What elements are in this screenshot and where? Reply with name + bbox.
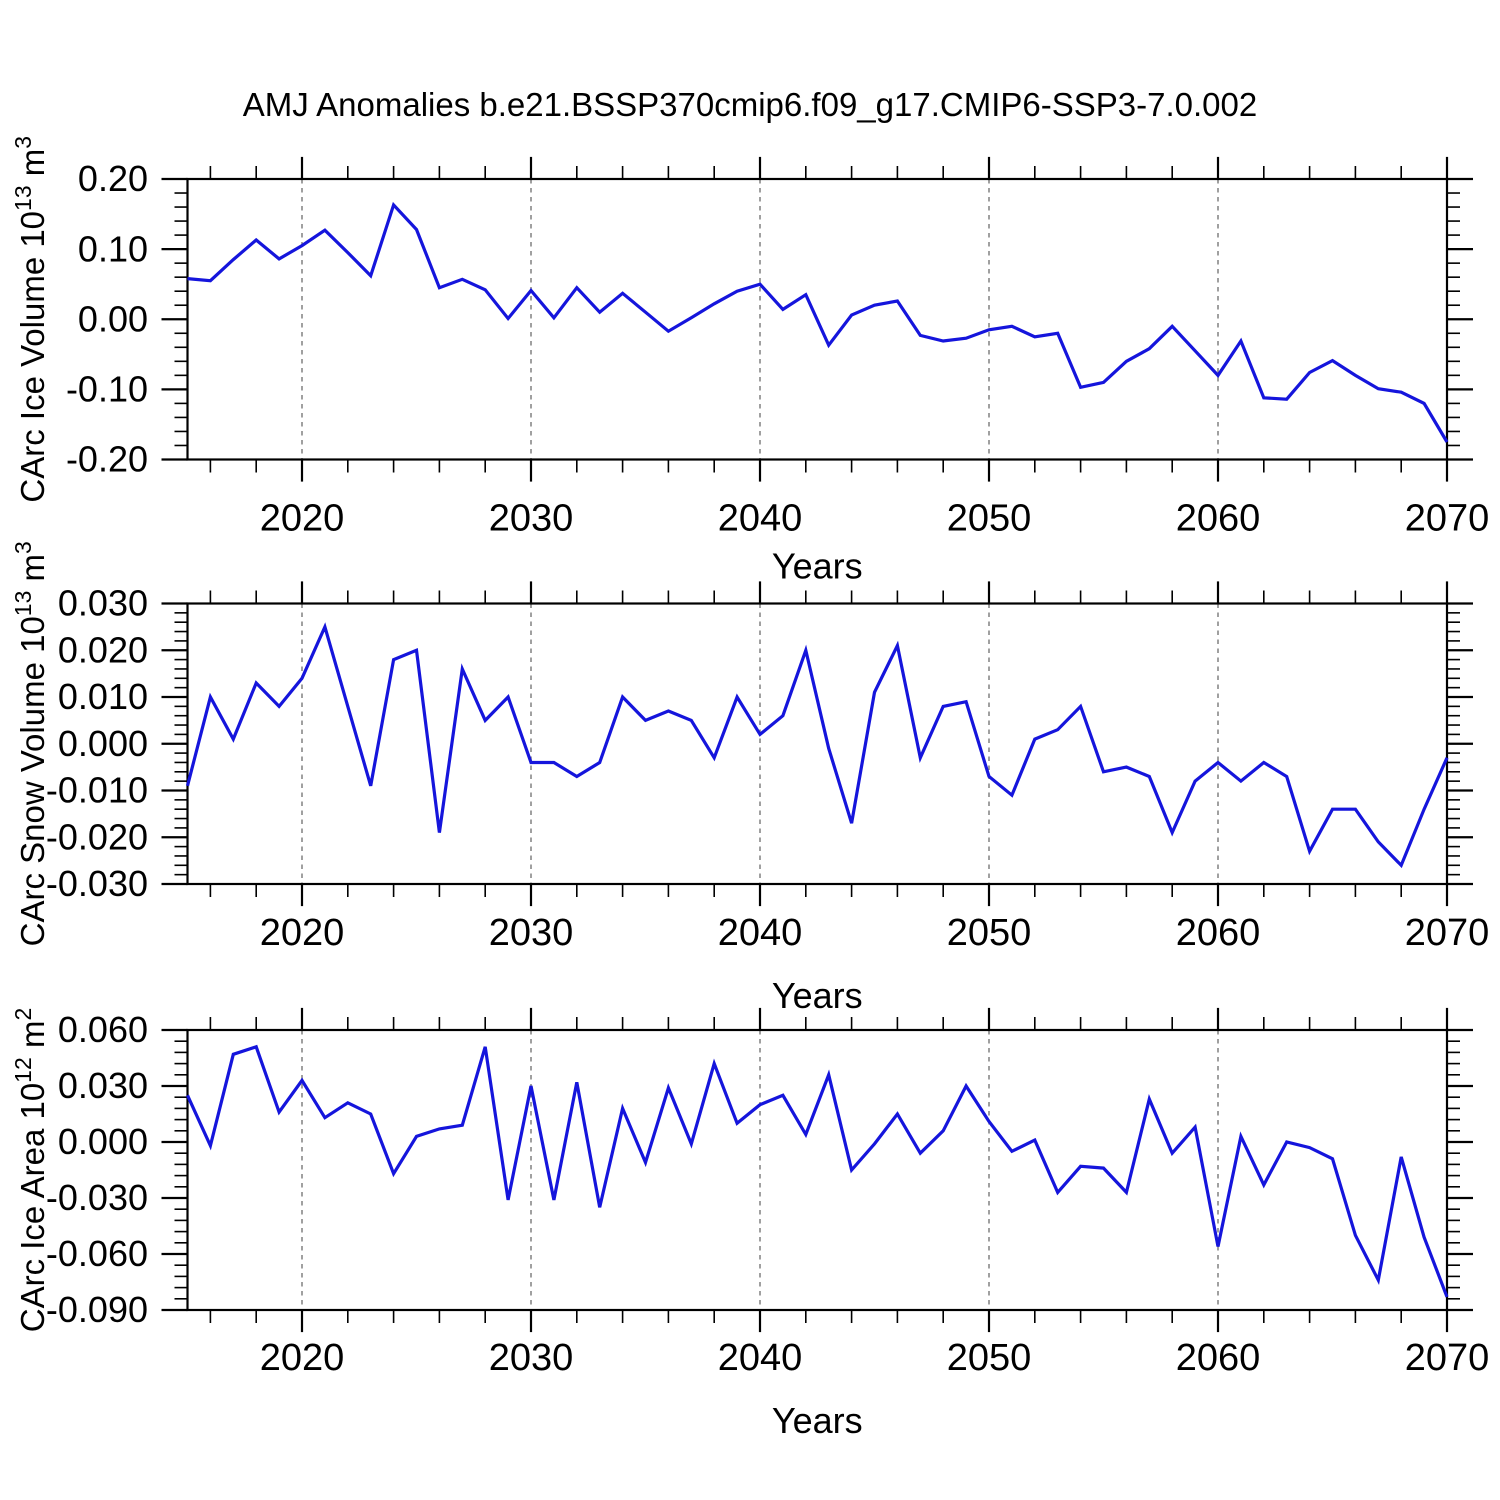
y-tick-label: -0.10	[66, 369, 148, 410]
y-tick-label: 0.030	[58, 583, 148, 624]
y-tick-label: 0.000	[58, 1121, 148, 1162]
panel-ice-area: 0.060 0.030 0.000 -0.030 -0.060 -0.090 2020 203…	[10, 1008, 1489, 1441]
y-tick-label: -0.030	[46, 1177, 148, 1218]
y-tick-label: 0.030	[58, 1065, 148, 1106]
plot-box	[186, 602, 1449, 886]
series-line-snow-volume	[185, 622, 1449, 869]
plot-box	[186, 1028, 1449, 1312]
panel-snow-volume: 0.030 0.020 0.010 0.000 -0.010 -0.020 -0.030 20…	[10, 541, 1489, 1016]
x-tick-label-2070: 2070	[1405, 1337, 1490, 1379]
x-tick-label-2060: 2060	[1176, 1337, 1261, 1379]
x-tick-label-2060: 2060	[1176, 912, 1261, 954]
plot-box	[186, 177, 1449, 461]
x-axis-label: Years	[772, 1400, 863, 1441]
x-tick-label-2030: 2030	[489, 1337, 574, 1379]
x-tick-label-2060: 2060	[1176, 498, 1261, 540]
y-tick-label: 0.20	[78, 158, 148, 199]
x-tick-label-2020: 2020	[260, 912, 345, 954]
x-tick-label-2020: 2020	[260, 1337, 345, 1379]
y-tick-label: -0.010	[46, 770, 148, 811]
x-tick-label-2030: 2030	[489, 912, 574, 954]
x-tick-label-2030: 2030	[489, 498, 574, 540]
y-tick-label: -0.060	[46, 1233, 148, 1274]
y-tick-label: -0.030	[46, 863, 148, 904]
x-tick-label-2070: 2070	[1405, 498, 1490, 540]
x-tick-label-2040: 2040	[718, 912, 803, 954]
x-tick-label-2070: 2070	[1405, 912, 1490, 954]
x-tick-label-2040: 2040	[718, 1337, 803, 1379]
x-axis-label: Years	[772, 546, 863, 587]
x-tick-label-2050: 2050	[947, 912, 1032, 954]
panel-ice-volume: 0.20 0.10 0.00 -0.10 -0.20 2020 2030 2040 2050 20…	[10, 136, 1489, 587]
y-axis-label: CArc Ice Area 1012 m2	[10, 1008, 51, 1333]
y-tick-label: 0.10	[78, 228, 148, 269]
y-axis-label: CArc Snow Volume 1013 m3	[10, 541, 51, 946]
y-tick-label: 0.020	[58, 629, 148, 670]
x-tick-label-2040: 2040	[718, 498, 803, 540]
x-axis-label: Years	[772, 975, 863, 1016]
x-tick-label-2050: 2050	[947, 1337, 1032, 1379]
y-tick-label: -0.20	[66, 439, 148, 480]
y-tick-label: -0.020	[46, 816, 148, 857]
y-tick-label: -0.090	[46, 1289, 148, 1330]
series-line-ice-area	[186, 1044, 1449, 1298]
y-tick-label: 0.00	[78, 298, 148, 339]
y-tick-label: 0.000	[58, 723, 148, 764]
y-tick-label: 0.010	[58, 676, 148, 717]
page-title: AMJ Anomalies b.e21.BSSP370cmip6.f09_g17…	[242, 86, 1258, 123]
x-tick-label-2020: 2020	[260, 498, 345, 540]
y-axis-label: CArc Ice Volume 1013 m3	[10, 136, 51, 503]
series-line-ice-volume	[187, 201, 1449, 443]
x-tick-label-2050: 2050	[947, 498, 1032, 540]
y-tick-label: 0.060	[58, 1009, 148, 1050]
